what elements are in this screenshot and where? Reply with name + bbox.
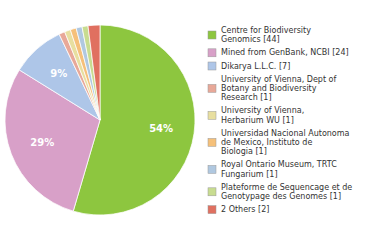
legend-item: 2 Others [2] [208,205,269,214]
data-labels: 54% 29% 9% [30,68,173,147]
legend-swatch [208,84,216,92]
legend-item: Dikarya L.L.C. [7] [208,62,290,71]
data-label: 29% [30,137,54,148]
legend-swatch [208,62,216,70]
pie [5,25,195,215]
legend-item: Mined from GenBank, NCBI [24] [208,48,349,57]
data-label: 9% [50,68,67,79]
legend-item: University of Vienna, Dept ofBotany and … [208,75,336,102]
pie-slice [88,25,100,120]
data-label: 54% [149,123,173,134]
legend-label: Royal Ontario Museum, TRTCFungarium [1] [221,160,337,178]
legend-label: University of Vienna, Dept ofBotany and … [221,75,336,102]
legend-swatch [208,206,216,214]
legend-item: Universidad Nacional Autonomade Mexico, … [208,129,350,156]
legend-label: Mined from GenBank, NCBI [24] [221,48,349,57]
legend-swatch [208,31,216,39]
legend-label: Plateforme de Sequencage et deGenotypage… [221,183,352,201]
legend-item: University of Vienna,Herbarium WU [1] [208,106,304,124]
legend-item: Plateforme de Sequencage et deGenotypage… [208,183,352,201]
legend-swatch [208,49,216,57]
legend-label: 2 Others [2] [221,205,269,214]
legend-label: Universidad Nacional Autonomade Mexico, … [221,129,350,156]
chart: 54% 29% 9% Centre for BiodiversityGenomics … [0,0,380,240]
legend-label: University of Vienna,Herbarium WU [1] [221,106,304,124]
legend-item: Centre for BiodiversityGenomics [44] [208,26,311,44]
legend-swatch [208,188,216,196]
legend-label: Centre for BiodiversityGenomics [44] [221,26,311,44]
legend: Centre for BiodiversityGenomics [44] Mine… [208,26,352,214]
legend-swatch [208,165,216,173]
legend-label: Dikarya L.L.C. [7] [221,62,290,71]
pie-slice [82,26,100,120]
legend-item: Royal Ontario Museum, TRTCFungarium [1] [208,160,337,178]
legend-swatch [208,111,216,119]
legend-swatch [208,138,216,146]
